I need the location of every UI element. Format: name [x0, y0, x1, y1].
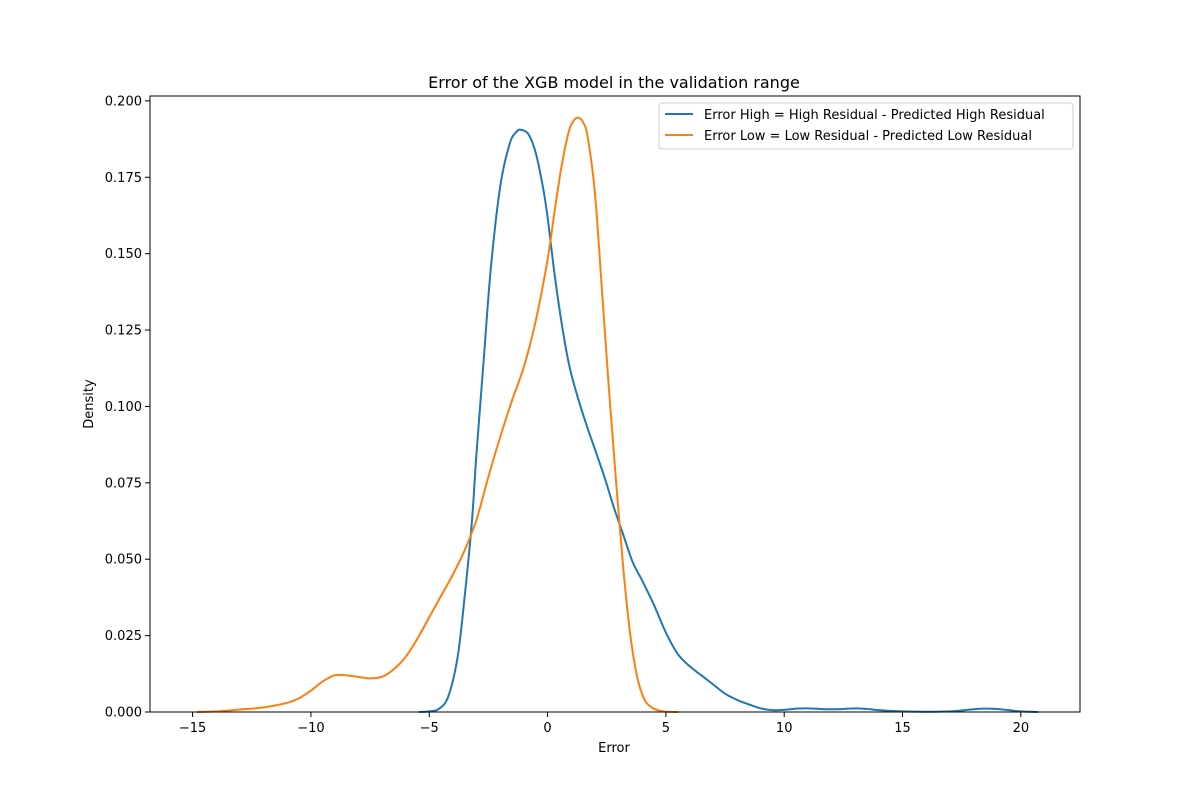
series-line-1	[196, 116, 679, 713]
series-line-0	[418, 128, 1039, 713]
x-tick-label: −15	[179, 721, 206, 736]
x-tick-label: 5	[662, 721, 670, 736]
y-tick-label: 0.025	[105, 629, 142, 644]
y-tick-label: 0.200	[105, 94, 142, 109]
y-tick-label: 0.175	[105, 171, 142, 186]
legend-label-error-low: Error Low = Low Residual - Predicted Low…	[704, 129, 1032, 144]
chart-title: Error of the XGB model in the validation…	[428, 73, 800, 92]
y-axis-label: Density	[82, 379, 97, 429]
x-tick-label: −10	[297, 721, 324, 736]
y-tick-label: 0.050	[105, 553, 142, 568]
y-tick-label: 0.150	[105, 247, 142, 262]
y-tick-label: 0.075	[105, 476, 142, 491]
legend-label-error-high: Error High = High Residual - Predicted H…	[704, 108, 1045, 123]
y-tick-label: 0.000	[105, 706, 142, 721]
x-axis: −15 −10 −5 0 5 10 15 20	[179, 712, 1029, 736]
plot-frame	[149, 95, 1081, 713]
x-tick-label: 0	[543, 721, 551, 736]
x-tick-label: −5	[420, 721, 439, 736]
y-tick-label: 0.100	[105, 400, 142, 415]
y-tick-label: 0.125	[105, 324, 142, 339]
x-tick-label: 15	[894, 721, 911, 736]
series-layer	[196, 116, 1039, 713]
y-axis: 0.000 0.025 0.050 0.075 0.100 0.125 0.150 0.175…	[105, 94, 150, 721]
legend-box	[658, 102, 1074, 150]
x-tick-label: 10	[776, 721, 793, 736]
legend: Error High = High Residual - Predicted H…	[658, 102, 1074, 150]
x-axis-label: Error	[598, 741, 630, 756]
x-tick-label: 20	[1013, 721, 1030, 736]
